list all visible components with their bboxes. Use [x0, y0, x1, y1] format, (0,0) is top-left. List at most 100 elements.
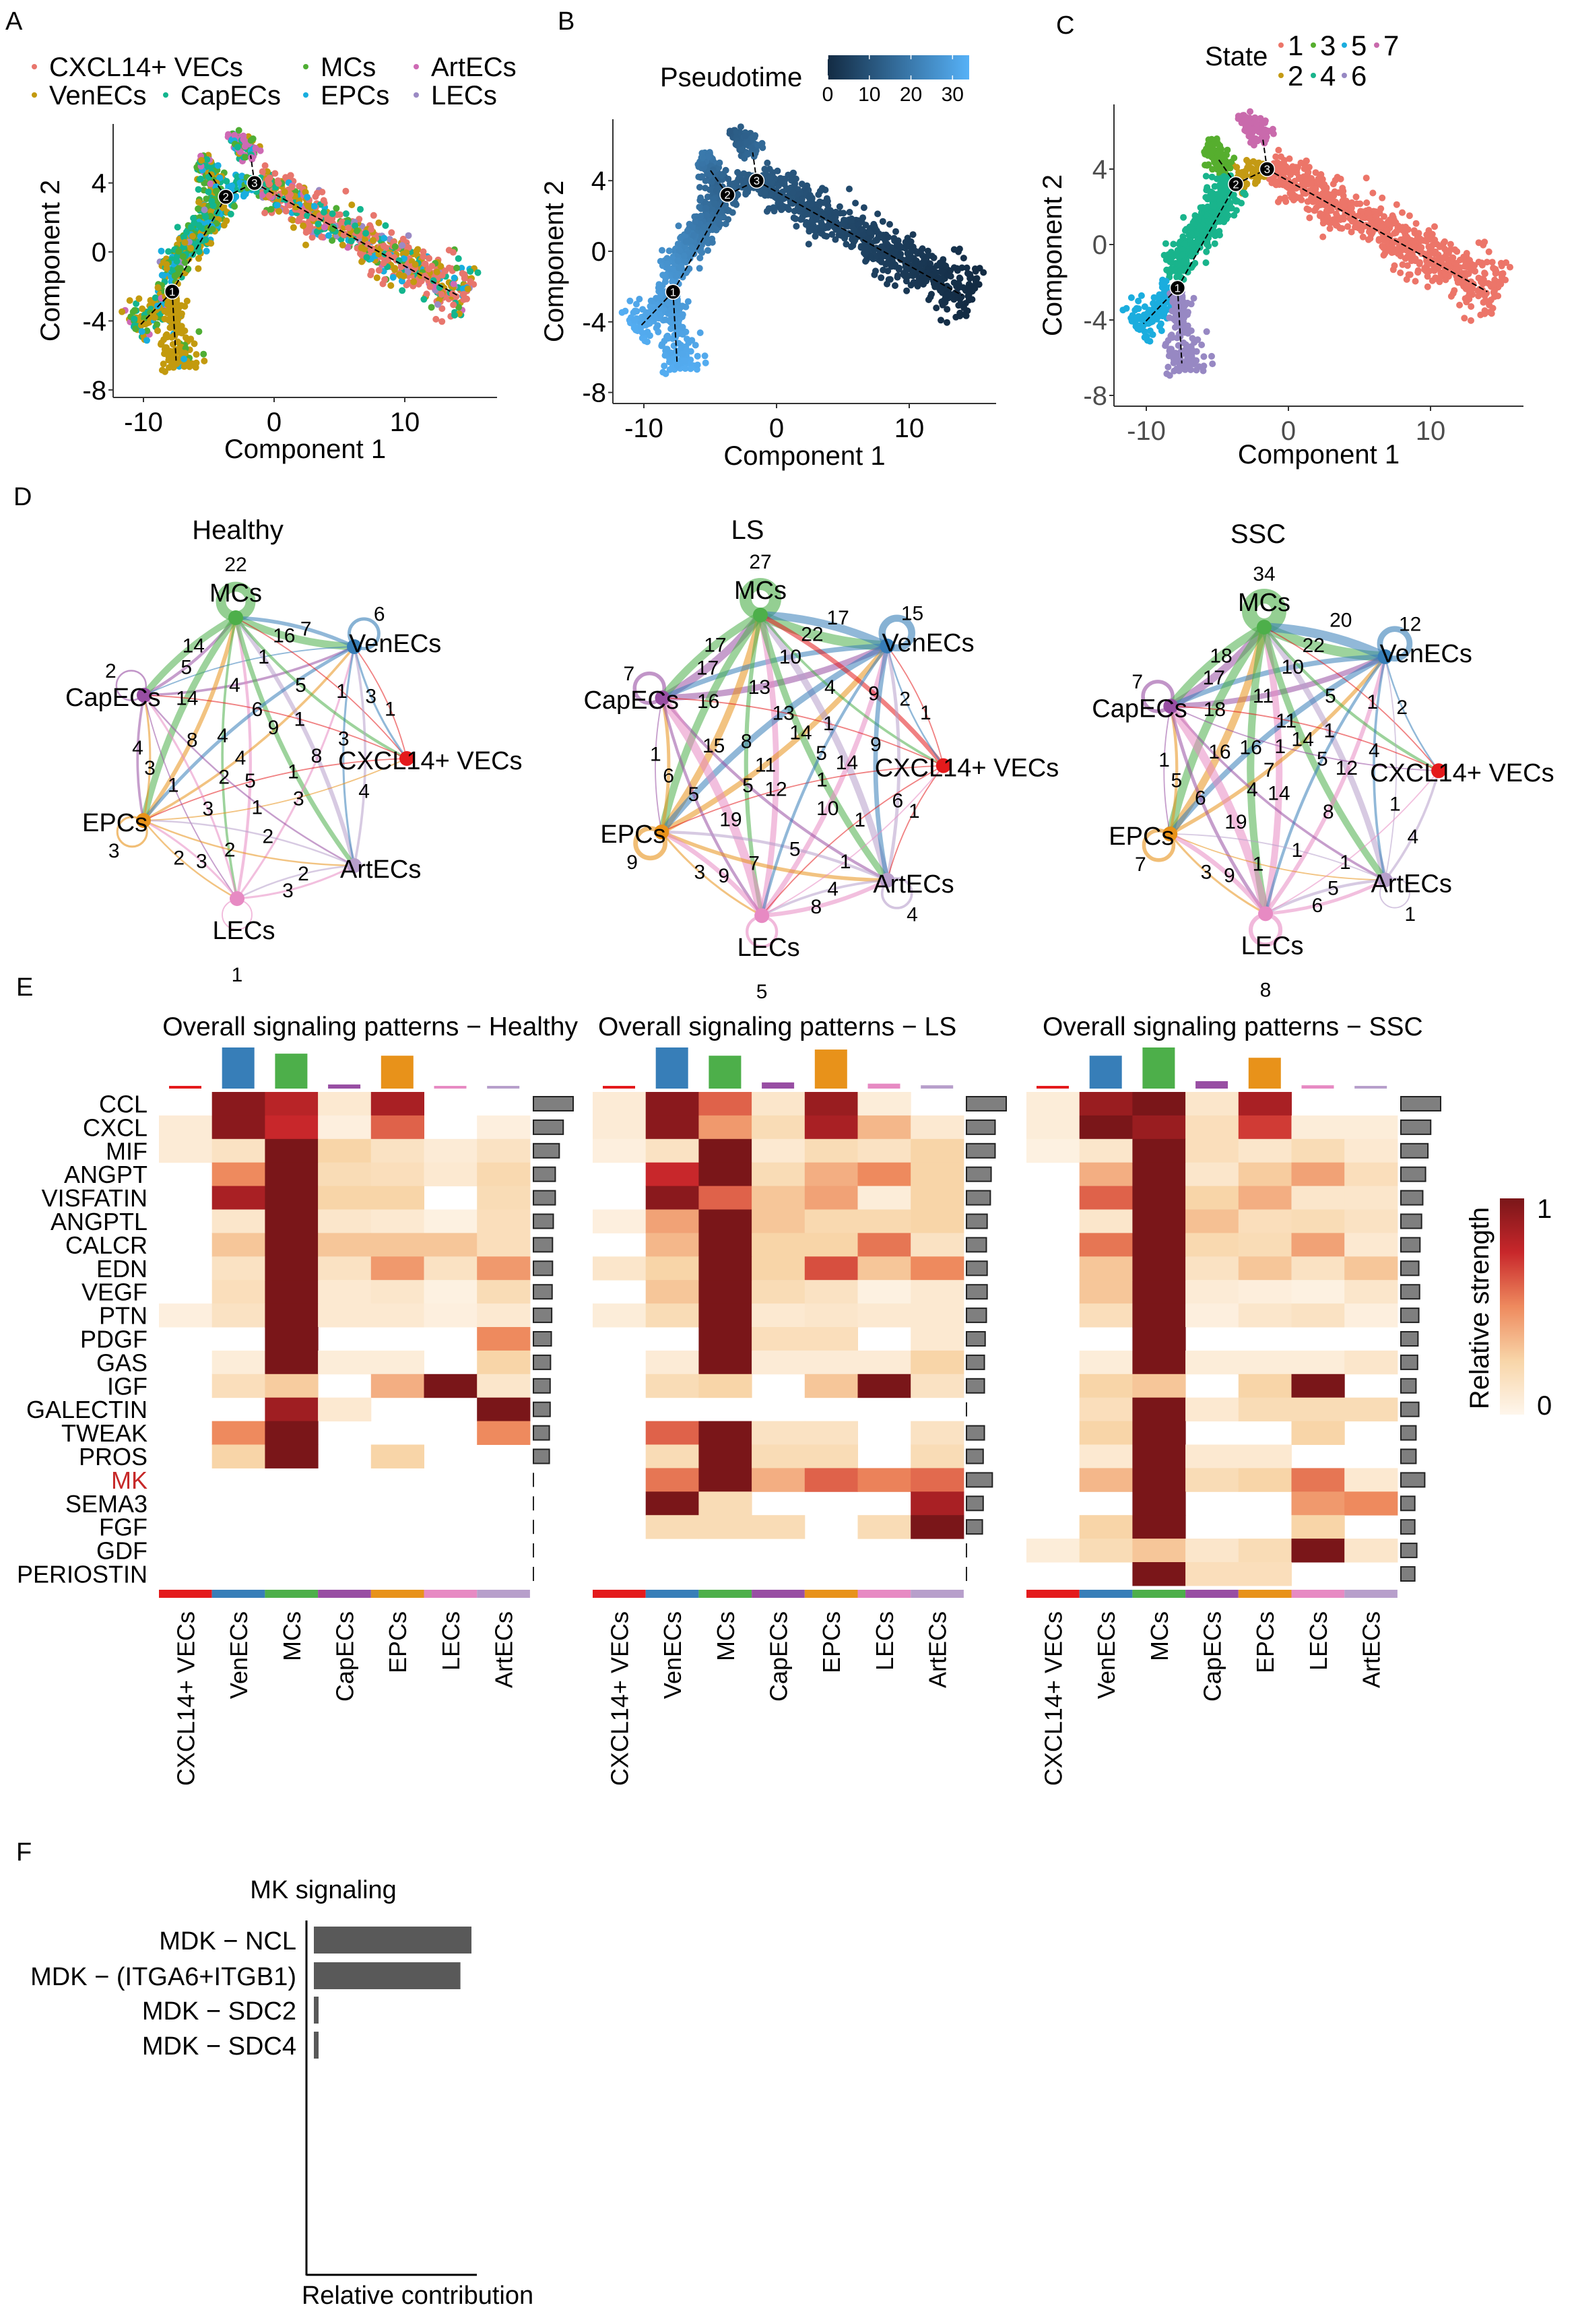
panel-letter: A [5, 7, 23, 36]
data-point [195, 186, 202, 193]
data-point [1209, 360, 1216, 368]
data-point [308, 234, 316, 241]
branch-point-label: 2 [222, 191, 228, 203]
data-point [1312, 169, 1319, 176]
data-point [696, 197, 704, 204]
branch-point-label: 1 [169, 286, 175, 298]
y-tick-label: 4 [591, 166, 606, 196]
data-point [691, 213, 698, 220]
data-point [1306, 214, 1313, 222]
data-point [761, 166, 768, 172]
data-point [261, 162, 269, 169]
data-point [186, 363, 193, 370]
data-point [874, 210, 882, 218]
legend-swatch [1278, 73, 1284, 78]
data-point [1499, 273, 1505, 280]
data-point [203, 156, 211, 163]
data-point [1356, 200, 1364, 207]
x-tick-label: 10 [894, 414, 925, 443]
panel-letter: F [16, 1838, 32, 1867]
panel-letter: B [558, 7, 574, 36]
data-point [1385, 247, 1393, 254]
data-point [190, 214, 197, 222]
data-point [173, 258, 180, 265]
legend-swatch [414, 92, 419, 98]
legend-swatch [1311, 73, 1316, 78]
data-point [352, 222, 359, 230]
data-point [135, 295, 143, 302]
data-point [1280, 179, 1286, 187]
legend-label: MCs [321, 53, 376, 82]
data-point [197, 175, 204, 183]
data-point [844, 230, 851, 238]
data-point [915, 278, 922, 286]
data-point [631, 316, 638, 323]
data-point [387, 282, 395, 289]
data-point [1187, 366, 1194, 373]
data-point [682, 238, 690, 245]
data-point [852, 199, 859, 207]
data-point [1332, 176, 1339, 184]
legend-label: CapECs [180, 81, 281, 110]
data-point [264, 176, 271, 183]
data-point [674, 257, 682, 265]
edge-weight-label: 2 [105, 660, 117, 682]
data-point [261, 209, 269, 217]
data-point [304, 202, 312, 209]
data-point [1198, 342, 1206, 348]
data-point [1133, 314, 1140, 321]
data-point [905, 272, 912, 280]
data-point [1385, 220, 1391, 228]
data-point [824, 207, 830, 214]
data-point [391, 243, 399, 251]
data-point [1179, 363, 1186, 370]
data-point [1461, 315, 1468, 322]
edge-weight-label: 3 [202, 798, 214, 820]
data-point [1173, 317, 1180, 323]
network-title: Healthy [192, 515, 284, 545]
edge-weight-label: 14 [183, 635, 205, 657]
y-axis-title: Component 2 [36, 180, 65, 342]
data-point [880, 266, 887, 273]
data-point [1405, 271, 1412, 278]
data-point [450, 301, 457, 309]
data-point [1360, 222, 1368, 230]
data-point [126, 297, 133, 304]
data-point [288, 183, 296, 191]
data-point [1170, 296, 1177, 303]
data-point [824, 222, 832, 230]
data-point [1296, 175, 1304, 183]
colorbar-tick-label: 0 [822, 84, 834, 106]
data-point [275, 207, 283, 215]
data-point [902, 241, 910, 249]
data-point [1127, 294, 1135, 301]
data-point [654, 322, 661, 329]
data-point [150, 311, 157, 319]
data-point [696, 184, 703, 191]
edge-weight-label: 6 [252, 699, 263, 721]
data-point [661, 362, 668, 370]
data-point [437, 263, 445, 270]
data-point [1359, 233, 1367, 240]
data-point [202, 214, 209, 221]
legend-swatch [1374, 42, 1379, 48]
data-point [770, 204, 777, 212]
data-point [701, 352, 709, 360]
data-point [313, 228, 321, 235]
data-point [618, 309, 626, 316]
data-point [1184, 351, 1191, 358]
panel-letter: D [13, 483, 32, 511]
data-point [442, 267, 449, 275]
data-point [426, 255, 432, 262]
branch-point-label: 1 [670, 286, 676, 298]
data-point [399, 242, 405, 249]
data-point [1507, 263, 1513, 271]
data-point [846, 185, 853, 193]
data-point [1481, 269, 1488, 277]
data-point [174, 224, 181, 231]
data-point [1375, 218, 1382, 225]
data-point [181, 259, 189, 266]
data-point [320, 209, 327, 216]
